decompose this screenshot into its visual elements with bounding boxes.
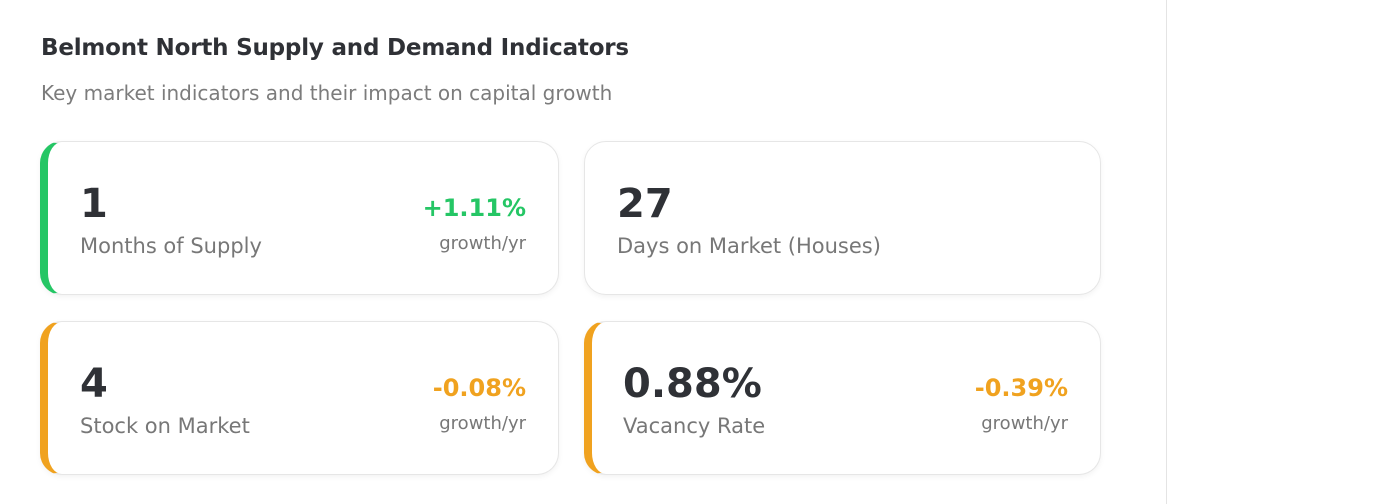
growth-label: growth/yr <box>981 413 1068 434</box>
metric-label: Days on Market (Houses) <box>617 234 881 258</box>
indicator-card-stock-on-market: 4 Stock on Market -0.08% growth/yr <box>40 321 559 475</box>
metric-label: Months of Supply <box>80 234 262 258</box>
metric-label: Vacancy Rate <box>623 414 766 438</box>
section-subtitle: Key market indicators and their impact o… <box>41 81 613 105</box>
metric-value: 27 <box>617 181 673 227</box>
growth-label: growth/yr <box>439 233 526 254</box>
growth-value: -0.39% <box>974 374 1068 402</box>
metric-value: 1 <box>80 181 108 227</box>
growth-value: -0.08% <box>432 374 526 402</box>
metric-value: 4 <box>80 361 108 407</box>
indicator-card-days-on-market: 27 Days on Market (Houses) <box>584 141 1101 295</box>
vertical-divider <box>1166 0 1167 504</box>
section-title: Belmont North Supply and Demand Indicato… <box>41 35 629 61</box>
metric-label: Stock on Market <box>80 414 250 438</box>
growth-value: +1.11% <box>422 194 526 222</box>
metric-value: 0.88% <box>623 361 762 407</box>
indicator-card-vacancy-rate: 0.88% Vacancy Rate -0.39% growth/yr <box>584 321 1101 475</box>
growth-label: growth/yr <box>439 413 526 434</box>
indicator-card-months-of-supply: 1 Months of Supply +1.11% growth/yr <box>40 141 559 295</box>
